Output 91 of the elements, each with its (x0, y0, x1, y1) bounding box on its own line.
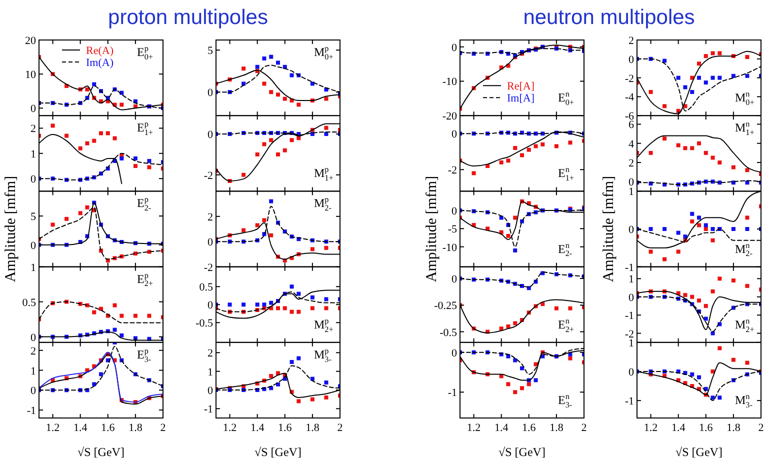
y-tick-label: -2 (204, 262, 213, 274)
y-tick-label: 0 (452, 274, 458, 286)
y-tick-label: -10 (442, 76, 458, 88)
y-tick-label: 0 (208, 385, 214, 397)
legend-label: Re[A] (507, 80, 534, 93)
y-tick-label: 2 (208, 211, 213, 224)
y-tick-label: 0 (208, 128, 214, 141)
y-tick-label: 1 (628, 186, 634, 198)
y-tick-label: 0 (30, 103, 36, 116)
y-tick-label: -2 (624, 72, 634, 85)
y-axis-title: Amplitude [mfm] (3, 176, 19, 282)
y-tick-label: -4 (624, 92, 634, 104)
y-tick-label: 1 (30, 148, 36, 160)
y-tick-label: 20 (25, 35, 36, 47)
x-tick-label: 1.6 (522, 422, 536, 434)
y-tick-label: 0 (628, 176, 634, 189)
x-axis-title: √S [GeV] (676, 445, 722, 459)
y-tick-label: 0.5 (22, 296, 36, 309)
y-tick-label: 0 (30, 332, 36, 344)
y-tick-label: 0 (452, 347, 458, 360)
y-tick-label: 5 (30, 211, 36, 224)
y-tick-label: 0.5 (199, 282, 214, 294)
y-tick-label: 0 (628, 54, 634, 66)
y-tick-label: -1 (448, 387, 457, 400)
x-tick-label: 1.2 (46, 422, 60, 434)
y-tick-label: 0 (208, 236, 214, 249)
x-tick-label: 1.2 (222, 422, 237, 434)
y-tick-label: -0.25 (434, 300, 458, 312)
y-tick-label: -1 (624, 262, 634, 274)
y-axis-title: Amplitude [mfm] (424, 176, 440, 282)
y-tick-label: 1 (628, 274, 634, 286)
y-tick-label: -5 (448, 224, 458, 236)
y-tick-label: 0 (208, 300, 214, 312)
y-tick-label: 1 (30, 365, 36, 378)
y-tick-label: 2 (628, 35, 634, 47)
y-tick-label: 1 (208, 366, 213, 378)
y-tick-label: 0 (452, 42, 458, 54)
x-axis-title: √S [GeV] (498, 445, 546, 459)
x-tick-label: 1.4 (671, 422, 686, 434)
x-tick-label: 1.8 (128, 422, 143, 434)
x-tick-label: 1.6 (101, 422, 116, 434)
y-tick-label: -1 (204, 404, 213, 416)
y-tick-label: 6 (628, 119, 634, 132)
y-tick-label: -20 (442, 110, 458, 123)
y-tick-label: 2 (30, 123, 36, 136)
x-tick-label: 1.8 (726, 422, 741, 434)
legend-label: Im(A) (86, 57, 114, 69)
y-tick-label: 0 (452, 128, 458, 141)
y-tick-label: -1 (624, 396, 634, 408)
y-tick-label: 0 (452, 205, 458, 218)
x-tick-label: 1.8 (306, 422, 320, 434)
x-tick-label: 1.4 (494, 422, 509, 434)
x-tick-label: 1.6 (699, 422, 714, 434)
y-tick-label: -0.5 (196, 318, 214, 330)
x-tick-label: 1.2 (644, 422, 658, 434)
y-tick-label: 4 (628, 138, 634, 150)
y-tick-label: 0 (30, 174, 36, 186)
x-tick-label: 2 (337, 422, 343, 434)
x-tick-label: 1.4 (73, 422, 88, 434)
x-tick-label: 1.4 (250, 422, 265, 434)
x-tick-label: 2 (758, 422, 764, 434)
x-axis-title: √S [GeV] (78, 445, 124, 459)
y-tick-label: -10 (442, 242, 458, 254)
y-tick-label: 0 (628, 224, 634, 236)
y-tick-label: 5 (208, 45, 214, 58)
y-tick-label: 2 (30, 345, 36, 358)
legend-label: Re(A) (86, 45, 114, 57)
y-tick-label: 1 (30, 262, 36, 274)
x-axis-title: √S [GeV] (254, 445, 302, 459)
y-tick-label: 0 (30, 385, 36, 398)
y-tick-label: 0 (30, 240, 36, 252)
y-tick-label: 0 (208, 87, 214, 100)
x-tick-label: 2 (160, 422, 166, 434)
y-tick-label: -2 (204, 170, 213, 182)
x-tick-label: 1.2 (466, 422, 481, 434)
y-axis-title: Amplitude [mfm] (601, 176, 617, 282)
chart-title: neutron multipoles (523, 6, 695, 29)
x-tick-label: 1.6 (278, 422, 292, 434)
chart-title: proton multipoles (108, 6, 268, 29)
y-tick-label: 10 (25, 69, 36, 82)
y-tick-label: -0.5 (440, 326, 458, 339)
y-tick-label: 2 (628, 157, 634, 170)
y-tick-label: 0 (628, 292, 634, 304)
legend-label: Im[A] (507, 92, 534, 105)
y-tick-label: -2 (448, 164, 457, 177)
y-tick-label: 0 (628, 366, 634, 378)
x-tick-label: 2 (581, 422, 587, 434)
y-tick-label: -1 (26, 405, 36, 418)
x-tick-label: 1.8 (550, 422, 564, 434)
y-tick-label: -1 (624, 310, 634, 322)
y-tick-label: 2 (208, 348, 213, 360)
